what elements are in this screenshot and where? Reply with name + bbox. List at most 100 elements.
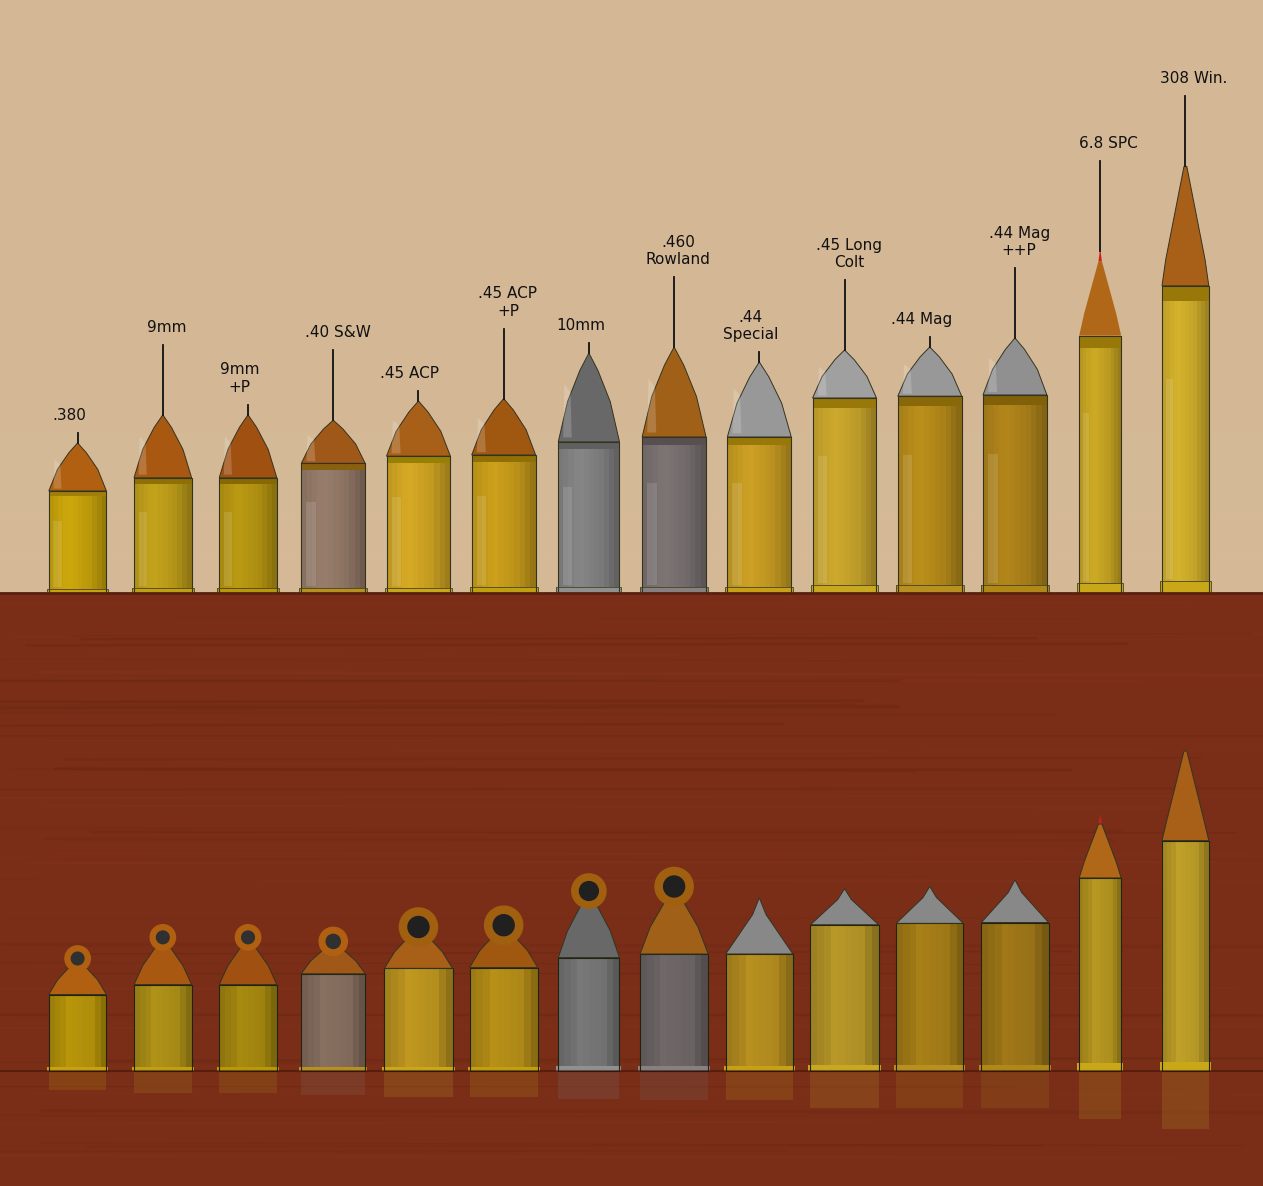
Bar [897, 924, 964, 1071]
Bar [263, 478, 268, 593]
Bar [601, 957, 608, 1071]
Bar [467, 1067, 539, 1071]
Polygon shape [1079, 824, 1122, 878]
Bar [1082, 336, 1086, 593]
Bar [1118, 336, 1122, 593]
Bar [746, 954, 753, 1071]
Polygon shape [307, 435, 316, 461]
Bar [1162, 841, 1167, 1071]
Bar [301, 974, 365, 1071]
Bar [0, 313, 1263, 353]
Bar [530, 455, 536, 593]
Bar [812, 398, 877, 408]
Bar [1079, 336, 1084, 593]
Bar [0, 74, 1263, 113]
Circle shape [235, 925, 260, 950]
Bar [53, 521, 62, 587]
Bar [571, 957, 577, 1071]
Bar [609, 442, 615, 593]
Bar [470, 968, 477, 1071]
Bar [930, 924, 937, 1071]
Bar [1104, 336, 1108, 593]
Bar [302, 464, 365, 593]
Bar [653, 436, 658, 593]
Bar [556, 587, 621, 593]
Bar [1176, 841, 1181, 1071]
Bar [1036, 395, 1042, 593]
Text: .44
Special: .44 Special [724, 310, 778, 342]
Bar [1084, 878, 1089, 1071]
Bar [58, 491, 63, 593]
Bar [733, 484, 743, 585]
Bar [1079, 336, 1122, 349]
Bar [759, 954, 767, 1071]
Polygon shape [727, 362, 792, 436]
Bar [1114, 336, 1118, 593]
Bar [383, 1067, 455, 1071]
Bar [1186, 286, 1190, 593]
Text: .44 Mag: .44 Mag [890, 312, 952, 327]
Bar [77, 491, 83, 593]
Bar [134, 1071, 192, 1092]
Bar [834, 398, 840, 593]
Bar [299, 1067, 368, 1071]
Bar [0, 433, 1263, 473]
Bar [811, 1071, 879, 1108]
Bar [268, 478, 273, 593]
Bar [225, 984, 231, 1071]
Bar [66, 995, 72, 1071]
Bar [302, 464, 307, 593]
Bar [101, 995, 107, 1071]
Polygon shape [1079, 261, 1122, 336]
Bar [749, 436, 754, 593]
Bar [82, 491, 87, 593]
Bar [412, 969, 419, 1071]
Bar [0, 193, 1263, 232]
Bar [328, 464, 333, 593]
Bar [866, 398, 871, 593]
Bar [1079, 336, 1122, 593]
Bar [936, 924, 943, 1071]
Bar [134, 478, 192, 484]
Bar [524, 968, 532, 1071]
Bar [865, 925, 873, 1071]
Bar [186, 984, 192, 1071]
Bar [558, 957, 619, 1071]
Bar [1181, 286, 1186, 593]
Bar [594, 442, 600, 593]
Bar [333, 974, 340, 1071]
Bar [54, 995, 61, 1071]
Bar [1170, 286, 1175, 593]
Bar [727, 436, 734, 593]
Bar [163, 478, 168, 593]
Bar [1195, 841, 1200, 1071]
Bar [725, 587, 793, 593]
Bar [981, 585, 1048, 593]
Bar [510, 968, 518, 1071]
Bar [860, 398, 866, 593]
Bar [1197, 286, 1201, 593]
Bar [647, 484, 657, 585]
Bar [1162, 286, 1209, 593]
Bar [1087, 878, 1092, 1071]
Bar [858, 925, 865, 1071]
Bar [724, 1066, 794, 1071]
Bar [1166, 380, 1173, 579]
Bar [471, 455, 477, 593]
Polygon shape [1162, 166, 1209, 286]
Bar [181, 984, 187, 1071]
Bar [903, 455, 912, 584]
Bar [726, 954, 733, 1071]
Bar [733, 436, 739, 593]
Polygon shape [224, 436, 232, 474]
Bar [614, 957, 620, 1071]
Bar [224, 478, 230, 593]
Bar [855, 398, 861, 593]
Bar [386, 457, 451, 593]
Bar [913, 396, 919, 593]
Bar [97, 491, 102, 593]
Bar [733, 954, 740, 1071]
Bar [1026, 395, 1032, 593]
Polygon shape [983, 338, 1047, 395]
Bar [845, 398, 850, 593]
